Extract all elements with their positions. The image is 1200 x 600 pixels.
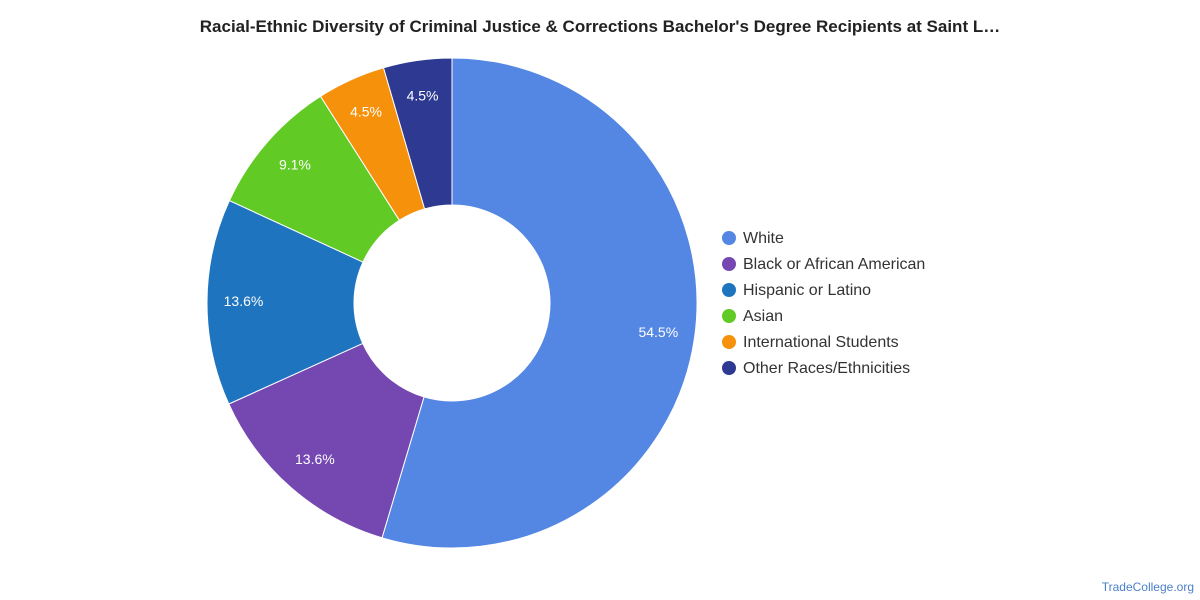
slice-hispanic-or-latino[interactable] xyxy=(206,199,364,405)
slice-label-hispanic-or-latino: 13.6% xyxy=(224,293,264,309)
legend-swatch xyxy=(722,257,736,271)
legend-swatch xyxy=(722,335,736,349)
slice-label-asian: 9.1% xyxy=(279,157,311,173)
legend-swatch xyxy=(722,283,736,297)
source-credit-link[interactable]: TradeCollege.org xyxy=(1101,580,1194,594)
legend-item-hispanic-or-latino[interactable]: Hispanic or Latino xyxy=(722,282,871,299)
legend: White Black or African American Hispanic o… xyxy=(722,230,925,377)
slice-other-races-ethnicities[interactable] xyxy=(382,57,453,210)
legend-label: International Students xyxy=(743,334,899,351)
slice-black-or-african-american[interactable] xyxy=(228,342,425,539)
slices-layer xyxy=(206,57,698,549)
legend-item-black-or-african-american[interactable]: Black or African American xyxy=(722,256,925,273)
chart-title: Racial-Ethnic Diversity of Criminal Just… xyxy=(199,17,1001,36)
legend-item-international-students[interactable]: International Students xyxy=(722,334,899,351)
slice-label-white: 54.5% xyxy=(638,324,678,340)
legend-item-other-races-ethnicities[interactable]: Other Races/Ethnicities xyxy=(722,360,910,377)
legend-label: Hispanic or Latino xyxy=(743,282,871,299)
legend-item-asian[interactable]: Asian xyxy=(722,308,783,325)
legend-label: White xyxy=(743,230,784,247)
legend-swatch xyxy=(722,309,736,323)
legend-swatch xyxy=(722,361,736,375)
slice-labels-layer: 54.5% 13.6% 13.6% 9.1% 4.5% 4.5% xyxy=(224,87,679,466)
legend-item-white[interactable]: White xyxy=(722,230,784,247)
legend-label: Black or African American xyxy=(743,256,925,273)
legend-label: Other Races/Ethnicities xyxy=(743,360,910,377)
slice-white[interactable] xyxy=(381,57,698,549)
slice-label-black-or-african-american: 13.6% xyxy=(295,451,335,467)
slice-label-international-students: 4.5% xyxy=(350,104,382,120)
legend-swatch xyxy=(722,231,736,245)
legend-label: Asian xyxy=(743,308,783,325)
slice-label-other-races-ethnicities: 4.5% xyxy=(407,87,439,103)
